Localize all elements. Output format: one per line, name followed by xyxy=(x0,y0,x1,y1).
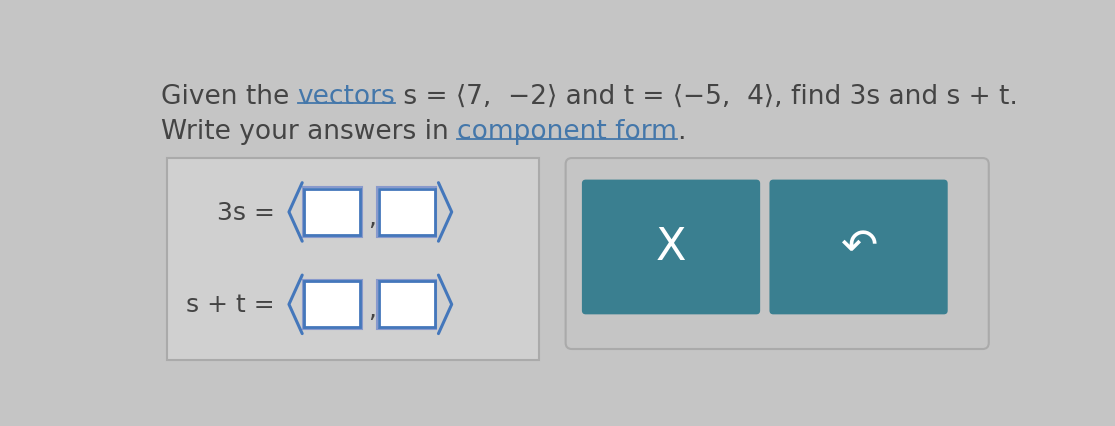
Text: s = ⟨7,  −2⟩ and t = ⟨−5,  4⟩, find 3s and s + t.: s = ⟨7, −2⟩ and t = ⟨−5, 4⟩, find 3s and… xyxy=(396,83,1018,109)
Bar xyxy=(303,188,361,237)
Text: Given the: Given the xyxy=(161,83,298,109)
Text: vectors: vectors xyxy=(298,83,396,109)
FancyBboxPatch shape xyxy=(769,180,948,315)
Text: .: . xyxy=(677,119,686,145)
Bar xyxy=(304,282,360,328)
Text: s + t =: s + t = xyxy=(186,293,275,317)
FancyBboxPatch shape xyxy=(582,180,760,315)
Bar xyxy=(304,190,360,236)
FancyBboxPatch shape xyxy=(565,158,989,349)
Bar xyxy=(377,280,436,329)
Text: component form: component form xyxy=(457,119,677,145)
Text: ,: , xyxy=(368,297,376,321)
Text: X: X xyxy=(656,226,686,269)
Text: ↶: ↶ xyxy=(840,226,878,269)
Bar xyxy=(377,188,436,237)
Bar xyxy=(303,280,361,329)
Text: 3s =: 3s = xyxy=(217,201,275,225)
Bar xyxy=(166,158,539,360)
Bar xyxy=(379,190,435,236)
Text: Write your answers in: Write your answers in xyxy=(161,119,457,145)
Bar xyxy=(379,282,435,328)
Text: ,: , xyxy=(368,205,376,229)
